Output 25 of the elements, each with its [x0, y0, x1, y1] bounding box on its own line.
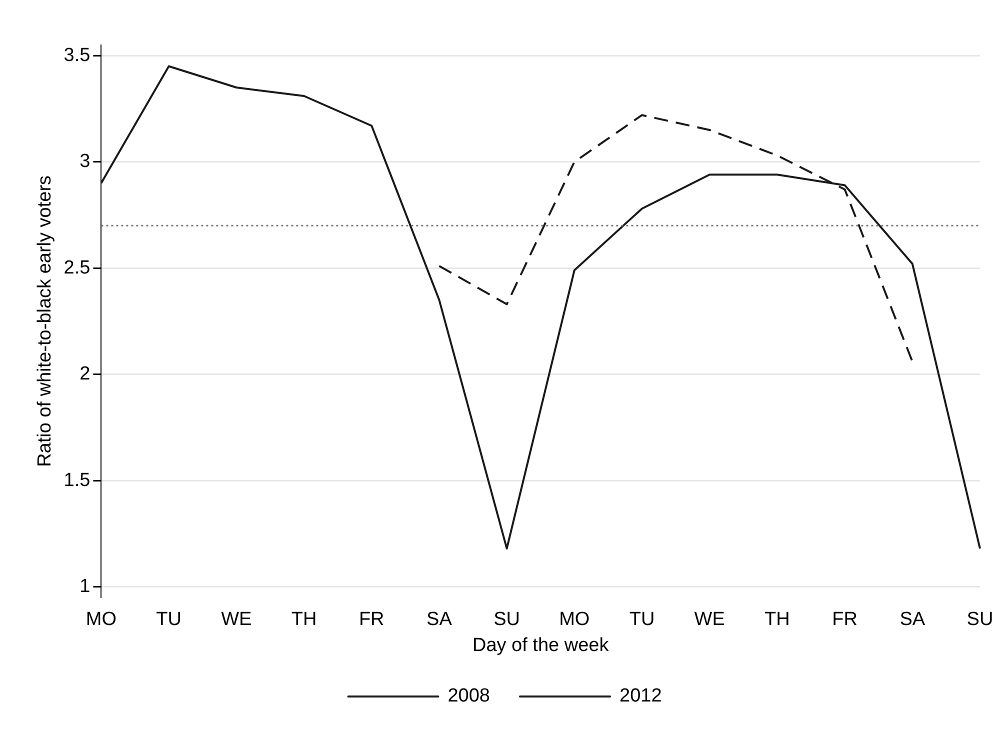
x-tick-label: SU	[494, 609, 520, 630]
x-tick-label: MO	[86, 609, 117, 630]
x-tick-label: FR	[358, 609, 384, 630]
x-tick-label: WE	[694, 609, 725, 630]
y-tick-label: 3	[80, 151, 90, 172]
x-tick-label: SA	[426, 609, 452, 630]
y-axis-title: Ratio of white-to-black early voters	[34, 175, 56, 467]
y-tick-label: 1	[80, 576, 90, 598]
x-tick-label: WE	[221, 609, 252, 630]
x-tick-label: MO	[559, 609, 590, 630]
x-tick-label: TH	[764, 609, 790, 630]
x-tick-label: TH	[291, 609, 317, 630]
y-tick-label: 1.5	[64, 470, 90, 491]
legend-label: 2012	[620, 686, 662, 707]
y-tick-label: 3.5	[64, 44, 90, 66]
x-axis-title: Day of the week	[472, 634, 610, 656]
x-tick-label: TU	[629, 609, 655, 630]
x-tick-label: FR	[832, 609, 858, 630]
x-tick-label: TU	[156, 609, 182, 630]
legend-label: 2008	[448, 686, 490, 707]
x-tick-label: SA	[900, 609, 926, 630]
y-tick-label: 2.5	[64, 257, 90, 278]
x-tick-label: SU	[966, 609, 994, 630]
y-tick-label: 2	[80, 364, 90, 385]
line-series	[438, 114, 914, 363]
